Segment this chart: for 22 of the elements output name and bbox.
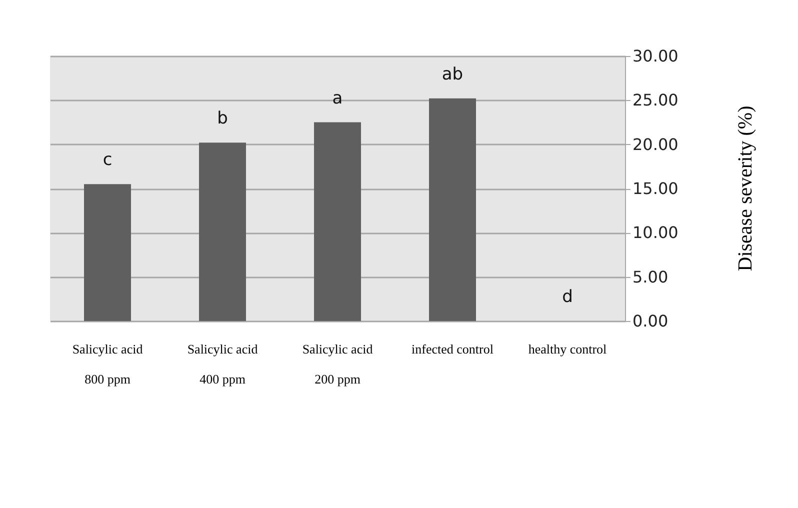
y-tick-label: 20.00 xyxy=(632,134,678,154)
bar xyxy=(429,98,476,321)
y-tick-label: 30.00 xyxy=(632,46,678,66)
annotation: c xyxy=(102,150,112,170)
y-axis-title: Disease severity (%) xyxy=(734,106,756,272)
annotation: d xyxy=(562,287,573,307)
x-tick-label: infected control xyxy=(412,342,494,356)
annotation: ab xyxy=(442,64,464,84)
x-tick-label: Salicylic acid 400 ppm xyxy=(187,342,258,386)
x-tick-label: Salicylic acid 200 ppm xyxy=(302,342,374,386)
x-tick-label: Salicylic acid 800 ppm xyxy=(72,342,144,386)
y-tick-label: 0.00 xyxy=(632,312,668,330)
bar xyxy=(199,142,246,321)
y-tick-label: 15.00 xyxy=(632,179,678,198)
annotation: a xyxy=(332,88,343,108)
x-tick-label: healthy control xyxy=(528,342,608,356)
y-tick-label: 25.00 xyxy=(632,90,678,110)
annotation: b xyxy=(217,108,228,129)
y-tick-label: 10.00 xyxy=(632,223,678,242)
y-tick-label: 5.00 xyxy=(632,267,668,286)
bar xyxy=(84,184,131,321)
bar xyxy=(314,122,361,321)
